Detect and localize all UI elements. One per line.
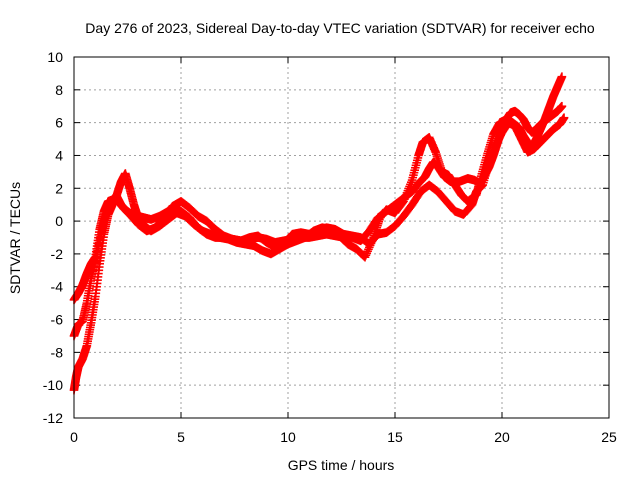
data-point bbox=[557, 72, 567, 81]
data-markers bbox=[69, 72, 569, 395]
series-track-c bbox=[69, 113, 569, 395]
y-tick-label: 8 bbox=[55, 82, 63, 98]
axis-ticks: 0 5 10 15 20 25 -12 -10 -8 -6 -4 -2 0 2 4 6 8 10 bbox=[43, 49, 617, 445]
x-tick-label: 10 bbox=[280, 429, 296, 445]
y-axis-label: SDTVAR / TECUs bbox=[7, 182, 23, 294]
y-tick-label: 0 bbox=[55, 213, 63, 229]
y-tick-label: 10 bbox=[47, 49, 63, 65]
x-tick-label: 25 bbox=[601, 429, 617, 445]
y-tick-label: -10 bbox=[43, 377, 63, 393]
x-tick-label: 20 bbox=[494, 429, 510, 445]
series-track-b bbox=[69, 72, 567, 341]
y-tick-label: -6 bbox=[51, 312, 64, 328]
x-tick-label: 5 bbox=[177, 429, 185, 445]
y-tick-label: 4 bbox=[55, 147, 63, 163]
y-tick-label: -8 bbox=[51, 344, 64, 360]
y-tick-label: 2 bbox=[55, 180, 63, 196]
chart-title: Day 276 of 2023, Sidereal Day-to-day VTE… bbox=[85, 20, 595, 36]
y-tick-label: 6 bbox=[55, 115, 63, 131]
plot-frame bbox=[73, 56, 610, 419]
data-point bbox=[557, 101, 567, 111]
x-tick-label: 0 bbox=[70, 429, 78, 445]
x-tick-label: 15 bbox=[387, 429, 403, 445]
y-tick-label: -4 bbox=[51, 279, 64, 295]
x-axis-label: GPS time / hours bbox=[288, 457, 395, 473]
y-tick-label: -2 bbox=[51, 246, 64, 262]
data-point bbox=[559, 113, 569, 123]
y-tick-label: -12 bbox=[43, 410, 63, 426]
grid bbox=[74, 57, 609, 418]
